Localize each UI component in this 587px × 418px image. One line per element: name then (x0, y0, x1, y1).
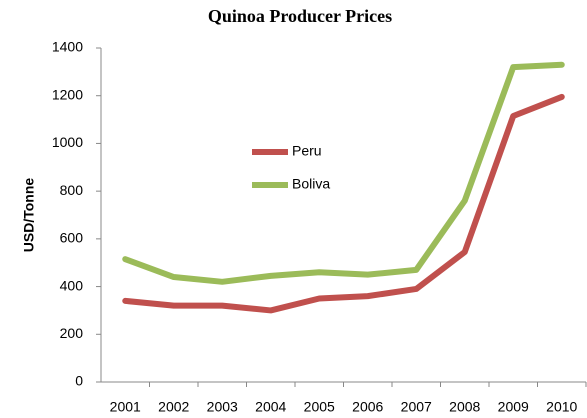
x-tick-label: 2004 (255, 399, 286, 415)
x-tick-label: 2002 (158, 399, 189, 415)
y-tick-label: 1200 (52, 86, 83, 102)
line-series (122, 61, 565, 285)
y-tick-label: 1400 (52, 39, 83, 55)
x-tick-label: 2006 (352, 399, 383, 415)
x-tick-label: 2007 (401, 399, 432, 415)
line-series (122, 93, 565, 314)
x-tick-label: 2009 (498, 399, 529, 415)
x-tick-label: 2001 (110, 399, 141, 415)
legend-label: Peru (292, 143, 322, 159)
x-tick-label: 2005 (304, 399, 335, 415)
y-tick-label: 800 (60, 182, 84, 198)
y-tick-label: 0 (75, 373, 83, 389)
y-tick-label: 600 (60, 230, 84, 246)
x-tick-label: 2010 (546, 399, 577, 415)
chart-title: Quinoa Producer Prices (208, 6, 392, 26)
x-tick-label: 2008 (449, 399, 480, 415)
legend-label: Boliva (292, 176, 330, 192)
x-tick-label: 2003 (207, 399, 238, 415)
y-axis-label: USD/Tonne (21, 178, 37, 253)
y-tick-label: 200 (60, 325, 84, 341)
y-tick-label: 1000 (52, 134, 83, 150)
y-tick-label: 400 (60, 277, 84, 293)
